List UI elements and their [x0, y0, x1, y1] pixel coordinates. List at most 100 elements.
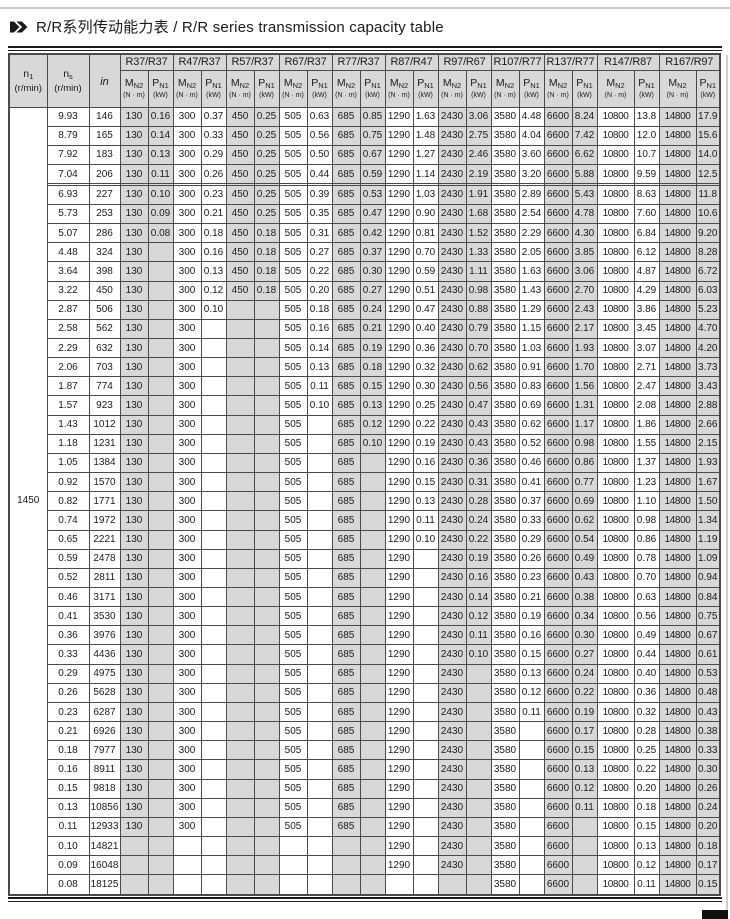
pn1-cell [518, 874, 545, 896]
mn2-cell: 130 [119, 701, 149, 723]
mn2-cell: 300 [172, 816, 202, 838]
pn1-header: PN1 (kW) [412, 69, 439, 108]
pn1-cell [359, 625, 386, 646]
mn2-cell: 1290 [384, 740, 414, 761]
pn1-cell [306, 567, 333, 589]
mn2-cell [225, 701, 255, 723]
mn2-cell: 3580 [490, 433, 520, 454]
double-chevron-right-icon [10, 20, 29, 34]
mn2-cell: 3580 [490, 548, 520, 569]
mn2-cell: 505 [278, 567, 308, 589]
mn2-cell: 6600 [543, 682, 573, 703]
mn2-cell: 505 [278, 682, 308, 703]
pn1-cell: 4.78 [571, 203, 598, 225]
pn1-cell: 11.8 [695, 184, 721, 205]
ns-cell: 1.18 [46, 433, 90, 454]
mn2-cell [225, 567, 255, 589]
ns-cell: 0.09 [46, 855, 90, 876]
mn2-cell: 130 [119, 223, 149, 244]
pn1-cell: 0.30 [571, 625, 598, 646]
page-title-bar: R/R系列传动能力表 / R/R series transmission cap… [10, 16, 444, 37]
pn1-cell: 0.62 [571, 510, 598, 531]
pn1-cell [200, 625, 227, 646]
pn1-cell: 1.10 [633, 491, 660, 512]
pn1-cell: 0.24 [465, 510, 492, 531]
pn1-cell [412, 625, 439, 646]
mn2-cell: 10800 [596, 163, 635, 185]
pn1-cell: 2.08 [633, 395, 660, 416]
ratio-cell: 398 [88, 261, 121, 282]
mn2-cell [331, 836, 361, 857]
ns-cell: 0.23 [46, 701, 90, 723]
pn1-cell: 1.68 [465, 203, 492, 225]
ratio-cell: 2811 [88, 567, 121, 589]
mn2-cell [278, 836, 308, 857]
mn2-cell: 1290 [384, 548, 414, 569]
pn1-cell: 2.17 [571, 318, 598, 339]
pn1-cell [518, 797, 545, 818]
pn1-cell: 0.18 [253, 261, 280, 282]
table-row: 1.05 1384 130 300 505 685 1290 0.16 2430 0.36 3580… [9, 452, 721, 474]
pn1-cell: 1.52 [465, 223, 492, 244]
mn2-cell: 3580 [490, 663, 520, 684]
table-row: 0.36 3976 130 300 505 685 1290 2430 0.11 3580 0.16… [9, 625, 721, 646]
pn1-cell: 0.69 [518, 395, 545, 416]
pn1-cell: 1.55 [633, 433, 660, 454]
pn1-cell [147, 644, 174, 665]
pn1-cell: 1.19 [695, 529, 721, 550]
pn1-cell: 0.21 [200, 203, 227, 225]
pn1-cell [253, 740, 280, 761]
mn2-cell: 300 [172, 337, 202, 359]
ns-cell: 6.93 [46, 184, 90, 205]
mn2-cell: 300 [172, 548, 202, 569]
pn1-cell [465, 721, 492, 742]
ratio-cell: 183 [88, 144, 121, 165]
pn1-cell [359, 567, 386, 589]
mn2-cell: 10800 [596, 682, 635, 703]
mn2-cell: 130 [119, 663, 149, 684]
mn2-cell: 130 [119, 797, 149, 818]
pn1-cell: 1.86 [633, 414, 660, 435]
mn2-header: MN2 (N · m) [278, 69, 308, 108]
pn1-cell [200, 376, 227, 397]
mn2-cell [225, 357, 255, 378]
pn1-cell [147, 682, 174, 703]
group-header-r147-r87: R147/R87 [596, 53, 660, 71]
mn2-cell: 14800 [658, 376, 697, 397]
table-row: 4.48 324 130 300 0.16 450 0.18 505 0.27 685 0.37 12… [9, 242, 721, 263]
ratio-cell: 165 [88, 125, 121, 146]
pn1-cell [200, 337, 227, 359]
mn2-cell [225, 816, 255, 838]
pn1-cell: 0.53 [695, 663, 721, 684]
ns-cell: 1.43 [46, 414, 90, 435]
mn2-cell: 10800 [596, 280, 635, 301]
pn1-cell [147, 816, 174, 838]
pn1-cell: 0.29 [200, 144, 227, 165]
mn2-cell: 130 [119, 337, 149, 359]
pn1-cell: 0.49 [571, 548, 598, 569]
mn2-cell: 300 [172, 721, 202, 742]
mn2-cell: 130 [119, 261, 149, 282]
pn1-cell: 0.62 [518, 414, 545, 435]
pn1-cell: 0.49 [633, 625, 660, 646]
pn1-cell: 1.63 [518, 261, 545, 282]
pn1-cell: 1.17 [571, 414, 598, 435]
ratio-cell: 632 [88, 337, 121, 359]
table-row: 2.58 562 130 300 505 0.16 685 0.21 1290 0.40 2430 0… [9, 318, 721, 339]
pn1-cell: 0.10 [147, 184, 174, 205]
mn2-cell: 505 [278, 491, 308, 512]
pn1-cell: 0.13 [412, 491, 439, 512]
mn2-cell: 2430 [437, 261, 467, 282]
pn1-cell: 0.13 [147, 144, 174, 165]
pn1-cell: 0.16 [306, 318, 333, 339]
ns-cell: 4.48 [46, 242, 90, 263]
ns-cell: 0.82 [46, 491, 90, 512]
pn1-cell: 0.25 [633, 740, 660, 761]
mn2-cell: 685 [331, 816, 361, 838]
mn2-cell: 3580 [490, 740, 520, 761]
mn2-cell: 10800 [596, 644, 635, 665]
pn1-cell: 0.86 [571, 452, 598, 474]
mn2-cell: 300 [172, 472, 202, 493]
mn2-cell: 6600 [543, 223, 573, 244]
mn2-cell: 130 [119, 242, 149, 263]
